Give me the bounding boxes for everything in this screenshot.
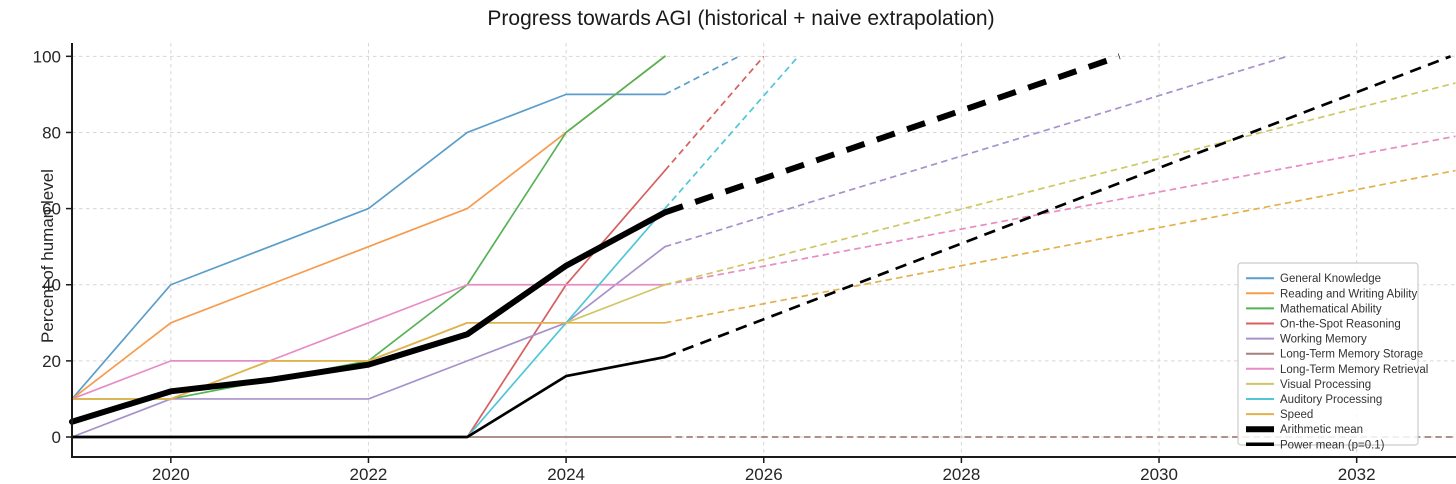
legend-label-reading-and-writing-ability: Reading and Writing Ability [1280, 288, 1417, 300]
legend-item-general-knowledge: General Knowledge [1246, 273, 1381, 285]
series-extrapolation-general-knowledge [664, 55, 740, 96]
chart-title: Progress towards AGI (historical + naive… [487, 7, 995, 30]
x-tick-label-2022: 2022 [350, 465, 388, 484]
x-tick-label-2026: 2026 [745, 465, 783, 484]
legend-item-auditory-processing: Auditory Processing [1246, 394, 1382, 406]
legend-label-power-mean-p-0-1: Power mean (p=0.1) [1280, 439, 1385, 451]
x-tick-label-2024: 2024 [547, 465, 585, 484]
y-tick-label-0: 0 [52, 428, 61, 447]
legend-label-long-term-memory-retrieval: Long-Term Memory Retrieval [1280, 364, 1428, 376]
legend-box [1237, 262, 1419, 446]
legend-item-arithmetic-mean: Arithmetic mean [1246, 424, 1363, 436]
series-extrapolation-power-mean-p-0-1 [664, 55, 1452, 359]
legend: General Knowledge Reading and Writing Abi… [1237, 262, 1428, 451]
legend-label-speed: Speed [1280, 409, 1313, 421]
series-extrapolation-visual-processing [664, 82, 1456, 286]
series-extrapolation-long-term-memory-retrieval [664, 135, 1456, 286]
legend-item-power-mean-p-0-1: Power mean (p=0.1) [1246, 439, 1385, 451]
series-line-speed [71, 321, 666, 400]
legend-item-reading-and-writing-ability: Reading and Writing Ability [1246, 288, 1417, 300]
y-tick-label-20: 20 [42, 352, 61, 371]
x-tick-label-2028: 2028 [942, 465, 980, 484]
series-line-general-knowledge [71, 93, 666, 400]
y-tick-label-100: 100 [33, 47, 61, 66]
series-line-power-mean-p-0-1 [70, 355, 667, 439]
legend-label-on-the-spot-reasoning: On-the-Spot Reasoning [1280, 319, 1401, 331]
series-extrapolation-on-the-spot-reasoning [664, 55, 765, 172]
legend-item-visual-processing: Visual Processing [1246, 379, 1371, 391]
series-extrapolation-speed [664, 169, 1456, 324]
series-extrapolation-auditory-processing [664, 55, 799, 210]
legend-label-mathematical-ability: Mathematical Ability [1280, 303, 1382, 315]
y-tick-label-60: 60 [42, 200, 61, 219]
legend-item-long-term-memory-retrieval: Long-Term Memory Retrieval [1246, 364, 1428, 376]
legend-item-speed: Speed [1246, 409, 1313, 421]
series-extrapolation-arithmetic-mean [663, 53, 1121, 216]
x-tick-label-2032: 2032 [1338, 465, 1376, 484]
axes: 2020 2022 2024 2026 2028 2030 2032 0 20 40 60 80 100 [33, 43, 1456, 484]
legend-item-mathematical-ability: Mathematical Ability [1246, 303, 1382, 315]
legend-label-long-term-memory-storage: Long-Term Memory Storage [1280, 349, 1423, 361]
y-tick-label-80: 80 [42, 123, 61, 142]
legend-label-working-memory: Working Memory [1280, 334, 1367, 346]
legend-item-on-the-spot-reasoning: On-the-Spot Reasoning [1246, 319, 1401, 331]
x-tick-label-2020: 2020 [152, 465, 190, 484]
legend-label-visual-processing: Visual Processing [1280, 379, 1371, 391]
legend-label-general-knowledge: General Knowledge [1280, 273, 1381, 285]
legend-item-working-memory: Working Memory [1246, 334, 1367, 346]
legend-label-auditory-processing: Auditory Processing [1280, 394, 1382, 406]
series-extrapolation-working-memory [664, 55, 1288, 248]
legend-label-arithmetic-mean: Arithmetic mean [1280, 424, 1363, 436]
legend-item-long-term-memory-storage: Long-Term Memory Storage [1246, 349, 1423, 361]
y-tick-label-40: 40 [42, 276, 61, 295]
x-tick-label-2030: 2030 [1140, 465, 1178, 484]
series-line-arithmetic-mean [69, 209, 668, 425]
series-line-long-term-memory-retrieval [71, 283, 666, 400]
